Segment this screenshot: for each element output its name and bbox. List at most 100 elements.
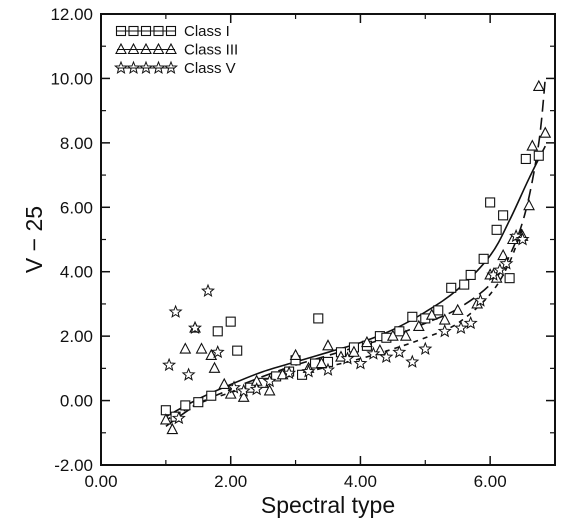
star-data-point <box>282 365 297 380</box>
star-data-point <box>236 383 251 397</box>
square-data-point <box>225 316 236 327</box>
star-data-point <box>515 232 530 246</box>
legend-square-marker-icon <box>115 25 177 37</box>
legend-star-marker-icon <box>114 60 178 75</box>
triangle-data-point <box>412 319 425 332</box>
star-data-point <box>321 362 335 376</box>
star-data-point <box>301 364 316 378</box>
star-data-point <box>353 356 368 370</box>
legend-label-class-i: Class I <box>184 23 230 40</box>
fit-curve-class-i <box>165 145 547 418</box>
triangle-data-point <box>532 79 545 92</box>
triangle-data-point <box>237 390 250 402</box>
triangle-data-point <box>425 308 438 320</box>
series-class-i <box>160 150 544 422</box>
x-axis-label: Spectral type <box>261 492 395 518</box>
square-data-point <box>313 313 324 324</box>
legend-label-class-v: Class V <box>184 60 236 77</box>
triangle-data-point <box>438 313 451 325</box>
star-data-point <box>366 346 381 360</box>
y-tick-label: -2.00 <box>54 456 93 475</box>
series-class-iii <box>159 79 552 435</box>
x-tick-label: 0.00 <box>84 472 117 491</box>
square-data-point <box>212 326 223 337</box>
fit-curves <box>165 78 547 427</box>
legend-star-marker <box>114 60 128 75</box>
star-data-point <box>171 410 186 425</box>
star-data-point <box>181 367 196 381</box>
star-data-point <box>249 381 264 396</box>
star-data-point <box>162 357 177 372</box>
square-data-point <box>520 153 531 165</box>
legend-entry-class-v: Class V <box>114 60 236 77</box>
star-data-point <box>168 304 183 318</box>
square-data-point <box>446 282 457 293</box>
legend-star-marker <box>126 60 141 75</box>
y-tick-label: 6.00 <box>60 198 93 217</box>
y-tick-label: 12.00 <box>50 5 93 24</box>
y-axis-label: V − 25 <box>21 206 47 273</box>
triangle-data-point <box>451 303 464 315</box>
data-points <box>159 79 552 435</box>
y-tick-label: 4.00 <box>60 263 93 282</box>
triangle-data-point <box>195 342 208 354</box>
legend-star-marker <box>151 60 166 75</box>
star-data-point <box>463 315 478 330</box>
triangle-data-point <box>224 387 237 399</box>
legend-label-class-iii: Class III <box>184 42 238 59</box>
star-data-point <box>379 349 394 364</box>
triangle-data-point <box>523 198 535 211</box>
triangle-data-point <box>322 339 334 351</box>
legend-star-marker <box>139 60 153 75</box>
triangle-data-point <box>399 329 412 341</box>
square-data-point <box>394 326 405 337</box>
square-data-point <box>504 273 515 284</box>
legend: Class I Class III Class V <box>114 23 238 77</box>
y-tick-label: 10.00 <box>50 69 93 88</box>
square-data-point <box>465 269 476 280</box>
star-data-point <box>454 320 469 335</box>
triangle-data-point <box>497 248 510 261</box>
star-data-point <box>437 323 452 338</box>
square-data-point <box>485 197 496 208</box>
square-data-point <box>407 311 418 322</box>
square-data-point <box>478 253 489 264</box>
star-data-point <box>405 354 420 368</box>
y-tick-label: 0.00 <box>60 392 93 411</box>
legend-entry-class-i: Class I <box>115 23 230 40</box>
axis-ticks: 0.00 2.00 4.00 6.00-2.000.002.004.006.008.0… <box>50 5 556 491</box>
star-data-point <box>262 373 277 388</box>
square-data-point <box>498 210 509 221</box>
legend-triangle-marker-icon <box>115 42 177 55</box>
triangle-data-point <box>386 329 399 341</box>
square-data-point <box>533 150 544 161</box>
plot-frame <box>100 13 556 466</box>
x-tick-label: 4.00 <box>344 472 377 491</box>
star-data-point <box>509 228 524 243</box>
fit-curve-class-iii <box>165 78 547 427</box>
series-class-v <box>162 228 530 425</box>
triangle-data-point <box>539 126 552 138</box>
triangle-data-point <box>208 361 221 373</box>
triangle-data-point <box>166 422 179 435</box>
square-data-point <box>433 305 444 316</box>
triangle-data-point <box>289 348 302 361</box>
star-data-point <box>499 256 514 270</box>
square-data-point <box>232 345 243 356</box>
star-data-point <box>392 344 407 359</box>
triangle-data-point <box>526 139 539 151</box>
x-tick-label: 2.00 <box>214 472 247 491</box>
square-data-point <box>459 279 470 290</box>
x-tick-label: 6.00 <box>474 472 507 491</box>
triangle-data-point <box>179 342 192 354</box>
triangle-data-point <box>315 356 328 369</box>
star-data-point <box>340 351 355 365</box>
square-data-point <box>180 400 191 411</box>
triangle-data-point <box>263 384 276 396</box>
triangle-data-point <box>348 345 360 357</box>
triangle-data-point <box>276 368 289 380</box>
triangle-data-point <box>218 377 231 390</box>
legend-triangle-marker <box>152 42 165 55</box>
star-data-point <box>210 344 225 359</box>
star-data-point <box>201 283 215 298</box>
